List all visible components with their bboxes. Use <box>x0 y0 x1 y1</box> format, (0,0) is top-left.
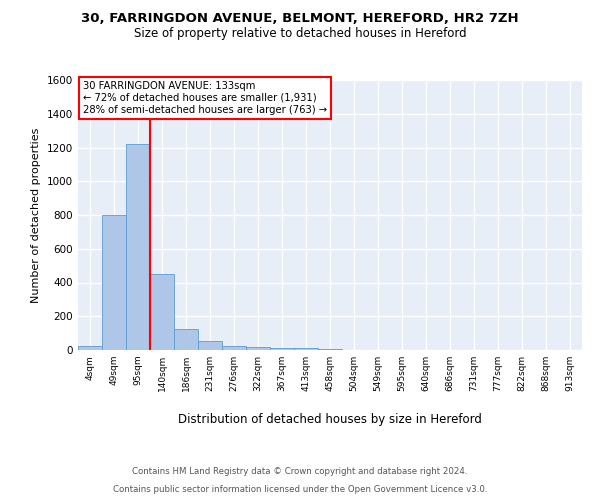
Bar <box>78 346 102 350</box>
Bar <box>198 340 222 350</box>
Bar <box>126 144 150 350</box>
Bar <box>222 346 246 350</box>
Text: 30 FARRINGDON AVENUE: 133sqm
← 72% of detached houses are smaller (1,931)
28% of: 30 FARRINGDON AVENUE: 133sqm ← 72% of de… <box>83 82 327 114</box>
Text: 30, FARRINGDON AVENUE, BELMONT, HEREFORD, HR2 7ZH: 30, FARRINGDON AVENUE, BELMONT, HEREFORD… <box>81 12 519 26</box>
Text: Contains HM Land Registry data © Crown copyright and database right 2024.: Contains HM Land Registry data © Crown c… <box>132 468 468 476</box>
Bar <box>246 347 270 350</box>
Text: Contains public sector information licensed under the Open Government Licence v3: Contains public sector information licen… <box>113 485 487 494</box>
Text: Distribution of detached houses by size in Hereford: Distribution of detached houses by size … <box>178 412 482 426</box>
Y-axis label: Number of detached properties: Number of detached properties <box>31 128 41 302</box>
Bar <box>174 329 198 350</box>
Bar <box>102 215 126 350</box>
Bar <box>294 348 318 350</box>
Bar <box>270 348 294 350</box>
Bar <box>318 349 342 350</box>
Text: Size of property relative to detached houses in Hereford: Size of property relative to detached ho… <box>134 28 466 40</box>
Bar <box>150 274 174 350</box>
